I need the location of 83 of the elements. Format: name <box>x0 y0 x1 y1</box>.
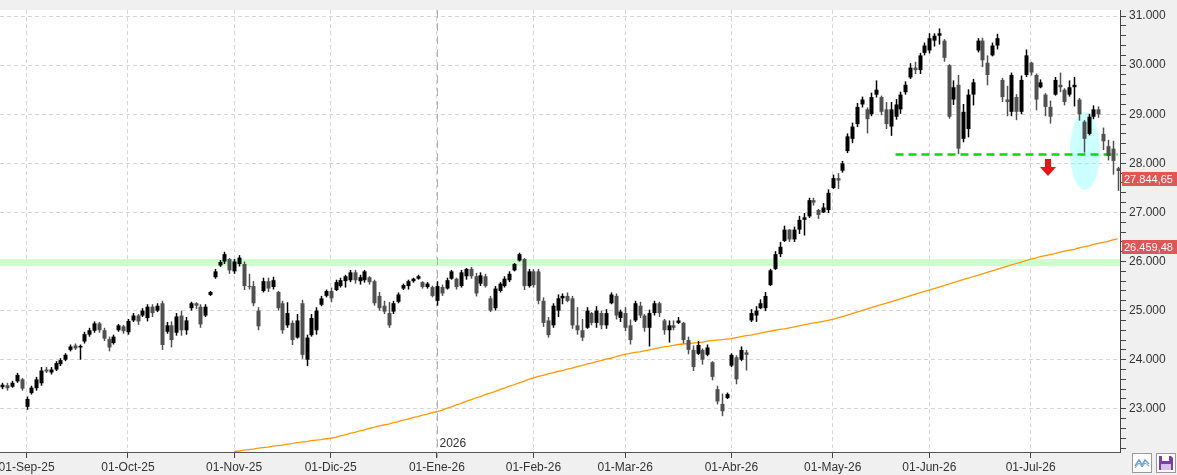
candlestick <box>39 366 44 387</box>
candlestick <box>285 301 290 329</box>
candlestick <box>1043 92 1048 117</box>
candlestick <box>942 38 947 63</box>
x-tick-label: 01-Mar-26 <box>597 459 654 474</box>
x-tick-label: 01-Oct-25 <box>101 459 155 474</box>
candlestick <box>580 318 585 342</box>
candlestick <box>802 212 807 237</box>
candlestick <box>527 268 532 289</box>
candlestick <box>681 321 686 345</box>
candlestick <box>667 319 672 344</box>
candlestick <box>715 384 720 406</box>
candlestick <box>1053 76 1058 97</box>
candlestick <box>1077 97 1082 122</box>
candlestick <box>980 36 985 68</box>
y-tick-label: 25.000 <box>1129 302 1167 317</box>
y-tick-label: 28.000 <box>1129 155 1167 170</box>
x-tick-label: 01-Dic-25 <box>304 459 358 474</box>
candlestick <box>174 312 179 337</box>
candlestick <box>179 309 184 337</box>
x-tick-label: 01-May-26 <box>804 459 862 474</box>
candlestick <box>1082 119 1087 154</box>
candlestick <box>1101 126 1106 151</box>
candlestick <box>855 102 860 128</box>
candlestick <box>251 280 256 307</box>
x-tick-label: 01-Ene-26 <box>408 459 466 474</box>
candlestick <box>1000 77 1005 103</box>
candlestick <box>865 106 870 135</box>
candlestick <box>614 292 619 321</box>
candlestick <box>884 101 889 130</box>
candlestick <box>604 308 609 330</box>
y-tick-label: 31.000 <box>1129 8 1167 23</box>
candlestick <box>691 344 696 372</box>
candlestick <box>169 320 174 349</box>
candlestick <box>585 306 590 330</box>
candlestick <box>971 78 976 107</box>
x-tick-label: 01-Jul-26 <box>1005 459 1057 474</box>
candlestick <box>1111 140 1116 176</box>
candlestick <box>387 301 392 329</box>
x-tick-label: 01-Feb-26 <box>505 459 562 474</box>
candlestick <box>869 91 874 117</box>
candlestick <box>763 291 768 312</box>
candlestick <box>295 313 300 340</box>
y-tick-label: 24.000 <box>1129 352 1167 367</box>
y-tick-label: 29.000 <box>1129 106 1167 121</box>
y-tick-label: 23.000 <box>1129 401 1167 416</box>
candlestick <box>1048 99 1053 125</box>
text: 27.844,65 <box>1124 172 1173 185</box>
candlestick <box>720 392 725 417</box>
candlestick <box>898 90 903 115</box>
candlestick <box>290 319 295 346</box>
candlestick <box>1024 48 1029 78</box>
y-tick-label: 26.000 <box>1129 253 1167 268</box>
candlestick <box>951 79 956 106</box>
candlestick <box>710 360 715 382</box>
candlestick <box>575 306 580 336</box>
candlestick <box>435 280 440 307</box>
candlestick <box>256 306 261 332</box>
candlestick <box>594 305 599 329</box>
candlestick <box>599 309 604 331</box>
y-tick-label: 30.000 <box>1129 57 1167 72</box>
candlestick <box>242 260 247 291</box>
candlestick <box>734 354 739 386</box>
candlestick <box>797 215 802 235</box>
candlestick <box>474 272 479 298</box>
candlestick <box>1014 93 1019 121</box>
y-tick-label: 27.000 <box>1129 204 1167 219</box>
ref-line-label: 2026 <box>439 436 467 451</box>
candlestick <box>647 308 652 348</box>
candlestick <box>826 188 831 214</box>
x-tick-label: 01-Nov-25 <box>206 459 263 474</box>
candlestick <box>198 303 203 329</box>
text: 26.459,48 <box>1124 240 1173 253</box>
candlestick <box>773 250 778 271</box>
candlestick <box>807 196 812 219</box>
candlestick <box>633 300 638 323</box>
candlestick <box>305 333 310 367</box>
x-tick-label: 01-Abr-26 <box>704 459 759 474</box>
candlestick <box>985 54 990 87</box>
candlestick <box>918 52 923 75</box>
x-tick-label: 01-Jun-26 <box>902 459 957 474</box>
candlestick <box>314 306 319 336</box>
candlestick <box>744 349 749 372</box>
